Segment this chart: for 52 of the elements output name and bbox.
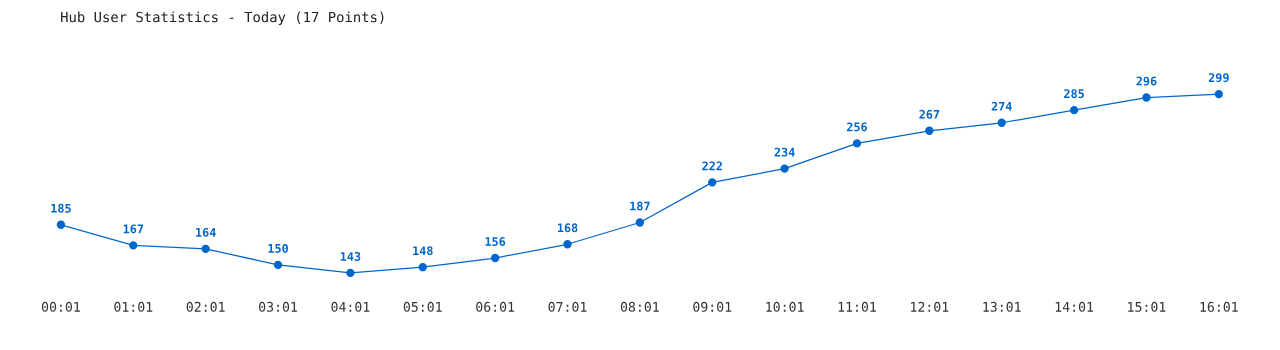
chart-title: Hub User Statistics - Today (17 Points)	[61, 11, 384, 25]
point	[925, 126, 934, 135]
data-label: 187	[630, 201, 650, 211]
x-tick-label: 09:01	[693, 301, 732, 312]
point	[780, 164, 789, 173]
x-tick-label: 13:01	[983, 301, 1021, 312]
point	[273, 260, 283, 270]
point	[852, 139, 862, 148]
data-label: 143	[340, 251, 361, 261]
x-tick-label: 06:01	[476, 301, 515, 312]
point	[346, 268, 355, 278]
data-label: 285	[1064, 89, 1084, 99]
point	[129, 241, 138, 250]
point	[635, 218, 645, 227]
data-label: 148	[413, 246, 433, 256]
data-label: 168	[557, 223, 578, 233]
x-tick-label: 10:01	[766, 301, 804, 312]
point	[1069, 105, 1079, 115]
data-label: 234	[774, 147, 795, 157]
x-tick-label: 00:01	[41, 301, 80, 312]
point	[490, 253, 500, 263]
point	[1142, 93, 1151, 102]
data-label: 167	[123, 224, 144, 234]
data-label: 185	[51, 203, 71, 213]
point	[708, 178, 717, 187]
point	[563, 240, 572, 249]
data-label: 164	[196, 227, 216, 237]
data-label: 267	[919, 109, 940, 119]
data-label: 299	[1208, 73, 1229, 83]
x-tick-label: 03:01	[259, 301, 297, 312]
x-tick-label: 01:01	[114, 301, 153, 312]
data-label: 150	[268, 243, 288, 253]
data-label: 296	[1136, 76, 1157, 86]
data-label: 222	[702, 161, 722, 171]
point	[418, 263, 427, 272]
data-label: 274	[991, 101, 1012, 111]
x-tick-label: 07:01	[548, 301, 587, 312]
data-label: 256	[846, 122, 867, 132]
data-label: 156	[485, 237, 506, 247]
x-tick-label: 16:01	[1200, 301, 1238, 312]
point	[997, 118, 1006, 127]
x-tick-label: 14:01	[1055, 301, 1094, 312]
x-tick-label: 02:01	[186, 301, 225, 312]
x-tick-label: 05:01	[403, 301, 442, 312]
x-tick-label: 11:01	[838, 301, 876, 312]
point	[201, 244, 210, 254]
point	[56, 220, 66, 229]
x-tick-label: 08:01	[620, 301, 659, 312]
x-tick-label: 12:01	[911, 301, 949, 312]
point	[1214, 89, 1223, 99]
x-tick-label: 15:01	[1128, 301, 1166, 312]
x-tick-label: 04:01	[331, 301, 370, 312]
